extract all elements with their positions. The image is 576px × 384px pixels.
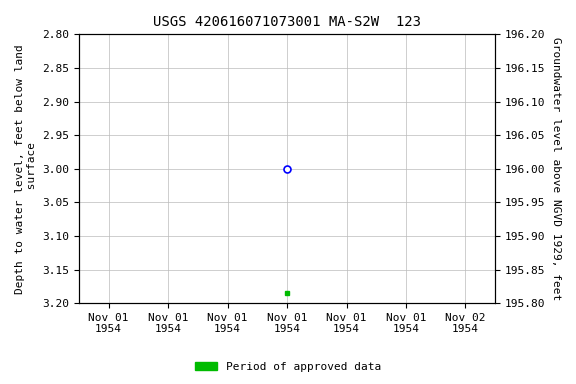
Y-axis label: Depth to water level, feet below land
 surface: Depth to water level, feet below land su… [15, 44, 37, 294]
Y-axis label: Groundwater level above NGVD 1929, feet: Groundwater level above NGVD 1929, feet [551, 37, 561, 300]
Legend: Period of approved data: Period of approved data [191, 358, 385, 377]
Title: USGS 420616071073001 MA-S2W  123: USGS 420616071073001 MA-S2W 123 [153, 15, 421, 29]
